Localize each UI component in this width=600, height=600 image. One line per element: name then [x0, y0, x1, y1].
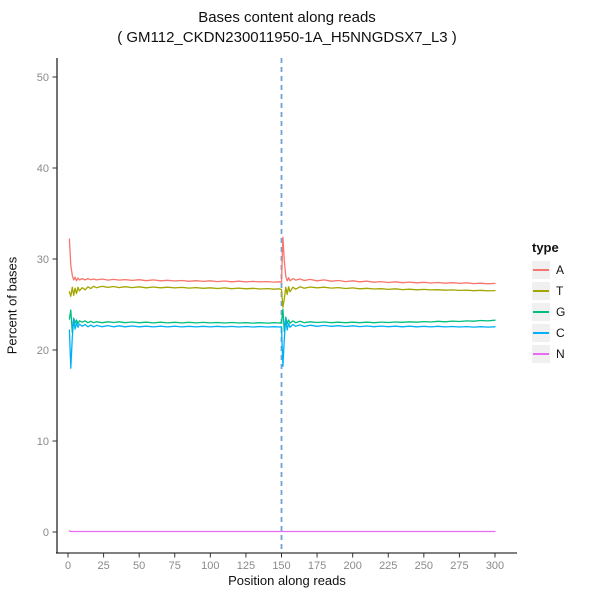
x-axis-tick-label: 125	[237, 560, 255, 572]
legend-item-label: C	[556, 325, 565, 340]
y-axis-tick-label: 50	[37, 72, 49, 84]
x-axis-tick-label: 150	[272, 560, 290, 572]
y-axis-tick-label: 10	[37, 436, 49, 448]
x-axis-tick-label: 275	[450, 560, 468, 572]
y-axis-tick-label: 20	[37, 345, 49, 357]
legend-item-G: G	[532, 301, 565, 322]
legend-key-icon	[532, 260, 550, 279]
legend-item-T: T	[532, 280, 565, 301]
legend-item-C: C	[532, 322, 565, 343]
legend-key-icon	[532, 344, 550, 363]
y-axis-tick-label: 0	[43, 527, 49, 539]
legend-item-label: T	[556, 283, 564, 298]
x-axis-tick-label: 225	[379, 560, 397, 572]
x-axis-tick-label: 300	[486, 560, 504, 572]
y-axis-tick-label: 40	[37, 163, 49, 175]
legend-item-label: A	[556, 262, 565, 277]
y-axis-title: Percent of bases	[4, 256, 20, 355]
x-axis-tick-label: 200	[343, 560, 361, 572]
chart-title: Bases content along reads	[198, 9, 376, 26]
legend-title: type	[532, 240, 559, 255]
title-block: Bases content along reads ( GM112_CKDN23…	[57, 8, 517, 48]
x-axis-tick-label: 100	[201, 560, 219, 572]
x-axis-tick-label: 0	[65, 560, 71, 572]
series-line-G	[68, 308, 496, 334]
legend-item-label: G	[556, 304, 566, 319]
chart-subtitle: ( GM112_CKDN230011950-1A_H5NNGDSX7_L3 )	[117, 29, 457, 46]
legend: type A T G C N	[532, 240, 565, 364]
legend-key-icon	[532, 323, 550, 342]
x-axis-tick-label: 75	[169, 560, 181, 572]
y-axis-tick-label: 30	[37, 254, 49, 266]
x-axis-tick-label: 250	[415, 560, 433, 572]
legend-key-icon	[532, 302, 550, 321]
series-line-T	[68, 285, 496, 308]
series-line-C	[68, 317, 496, 369]
legend-key-icon	[532, 281, 550, 300]
legend-item-label: N	[556, 346, 565, 361]
x-axis-tick-label: 175	[308, 560, 326, 572]
x-axis-tick-label: 25	[97, 560, 109, 572]
x-axis-title: Position along reads	[228, 573, 346, 588]
series-line-N	[68, 530, 496, 533]
legend-item-N: N	[532, 343, 565, 364]
series-line-A	[68, 236, 496, 285]
legend-item-A: A	[532, 259, 565, 280]
x-axis-tick-label: 50	[133, 560, 145, 572]
